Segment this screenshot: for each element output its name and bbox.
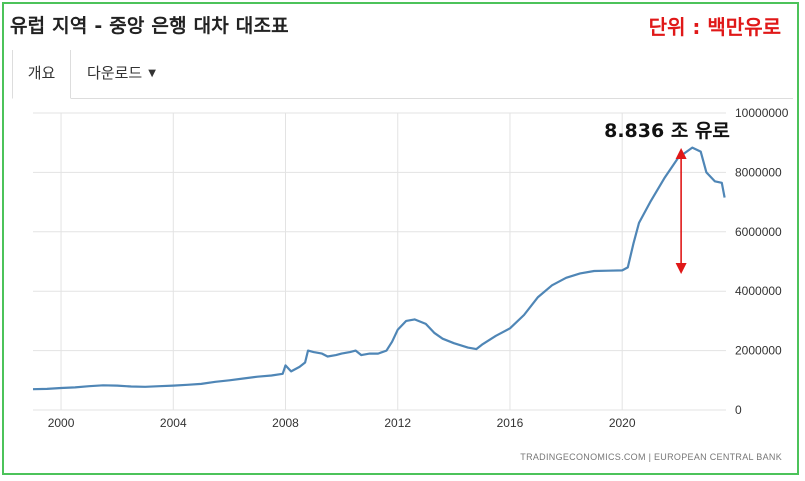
x-tick-label: 2008	[272, 416, 299, 430]
series-line-0	[32, 146, 726, 391]
page-title: 유럽 지역 - 중앙 은행 대차 대조표	[10, 15, 289, 37]
tab-download[interactable]: 다운로드 ▼	[87, 50, 156, 98]
y-tick-label: 2000000	[735, 344, 782, 358]
annotation-label: 8.836 조 유로	[604, 120, 730, 142]
x-tick-label: 2012	[384, 416, 411, 430]
x-tick-label: 2004	[160, 416, 187, 430]
y-tick-label: 0	[735, 403, 742, 417]
x-tick-label: 2020	[609, 416, 636, 430]
y-tick-label: 6000000	[735, 225, 782, 239]
source-label: TRADINGECONOMICS.COM | EUROPEAN CENTRAL …	[520, 452, 782, 462]
y-tick-label: 8000000	[735, 165, 782, 179]
series-group	[32, 146, 726, 391]
caret-down-icon: ▼	[148, 68, 156, 79]
chart-frame	[2, 2, 799, 475]
chart-grid	[33, 112, 726, 411]
y-tick-label: 4000000	[735, 284, 782, 298]
tab-download-label: 다운로드	[87, 64, 143, 82]
y-tick-label: 10000000	[735, 106, 789, 120]
unit-label: 단위 : 백만유로	[648, 15, 781, 39]
x-tick-label: 2016	[497, 416, 524, 430]
x-tick-label: 2000	[48, 416, 75, 430]
y-axis: 0 2000000 4000000 6000000 8000000 10000000	[735, 106, 789, 417]
tab-bar: 개요 다운로드 ▼	[12, 50, 793, 99]
x-axis: 2000 2004 2008 2012 2016 2020	[48, 416, 636, 430]
tab-overview-label: 개요	[27, 64, 56, 82]
tab-overview[interactable]: 개요	[12, 50, 71, 99]
